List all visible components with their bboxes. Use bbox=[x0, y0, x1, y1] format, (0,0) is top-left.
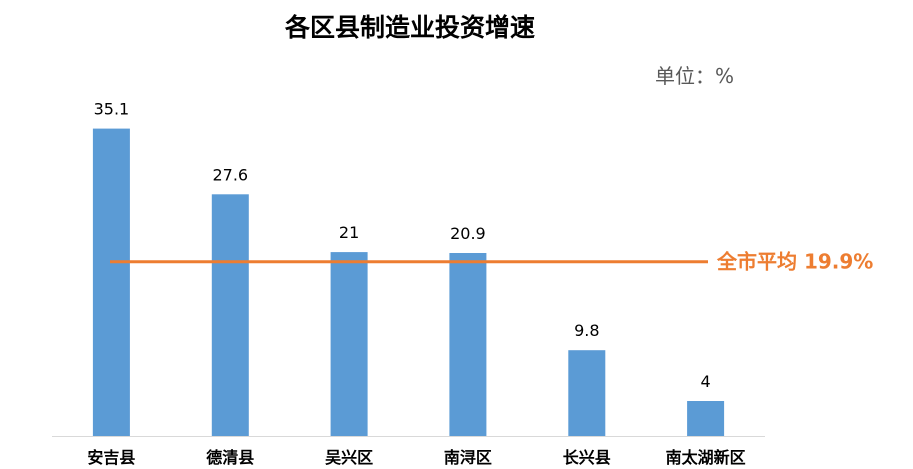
category-label-2: 德清县 bbox=[206, 448, 254, 467]
bar-2 bbox=[211, 194, 249, 436]
labels-layer: 35.1 安吉县 27.6 德清县 21 吴兴区 20.9 南浔区 9.8 长兴县 4 南太湖新区 bbox=[87, 100, 745, 467]
data-label-4: 20.9 bbox=[450, 224, 486, 243]
bar-3 bbox=[330, 252, 368, 436]
unit-label: 单位：% bbox=[655, 64, 735, 88]
bar-6 bbox=[687, 401, 725, 436]
bar-4 bbox=[449, 253, 487, 436]
bars-layer bbox=[92, 128, 725, 436]
data-label-3: 21 bbox=[339, 223, 359, 242]
category-label-5: 长兴县 bbox=[563, 448, 611, 467]
category-label-3: 吴兴区 bbox=[325, 448, 373, 467]
bar-5 bbox=[568, 350, 606, 436]
average-reference-label: 全市平均 19.9% bbox=[716, 250, 873, 274]
data-label-6: 4 bbox=[701, 372, 711, 391]
category-label-1: 安吉县 bbox=[87, 448, 135, 467]
category-label-4: 南浔区 bbox=[444, 448, 492, 467]
category-label-6: 南太湖新区 bbox=[666, 448, 746, 467]
data-label-1: 35.1 bbox=[94, 100, 130, 119]
data-label-5: 9.8 bbox=[574, 321, 599, 340]
data-label-2: 27.6 bbox=[212, 165, 248, 184]
bar-1 bbox=[92, 128, 130, 436]
chart-title: 各区县制造业投资增速 bbox=[284, 13, 535, 42]
